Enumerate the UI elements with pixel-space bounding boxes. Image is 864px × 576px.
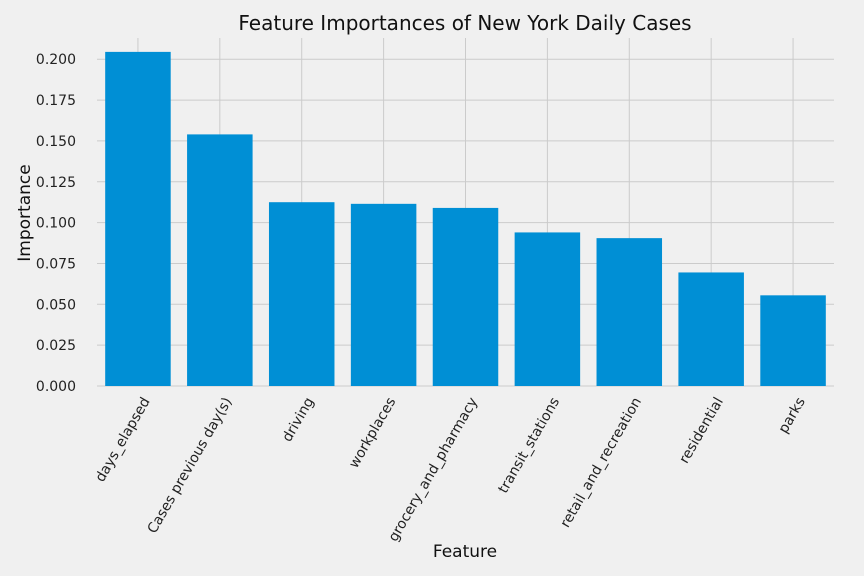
x-tick-label: retail_and_recreation (557, 395, 645, 531)
bar-parks (760, 295, 826, 386)
x-tick-label: parks (776, 395, 809, 436)
bar-driving (268, 202, 335, 386)
bars (105, 51, 826, 386)
bar-residential (678, 272, 744, 386)
bar-workplaces (350, 203, 417, 386)
x-tick-label: workplaces (346, 395, 399, 471)
x-tick-label: grocery_and_pharmacy (386, 395, 482, 545)
chart-title: Feature Importances of New York Daily Ca… (238, 11, 691, 35)
bar-cases-previous-day-s (187, 134, 253, 386)
bar-transit-stations (514, 232, 581, 386)
bar-days-elapsed (105, 51, 171, 386)
y-tick-label: 0.025 (36, 338, 76, 354)
x-axis-label: Feature (433, 542, 497, 562)
x-tick-label: transit_stations (495, 395, 563, 496)
y-tick-label: 0.000 (36, 379, 76, 395)
x-tick-label: residential (676, 395, 727, 467)
y-tick-label: 0.175 (36, 93, 76, 109)
y-ticks: 0.000 0.025 0.050 0.075 0.100 0.125 0.150 0.175… (36, 52, 76, 395)
y-axis-label: Importance (15, 164, 35, 261)
x-tick-label: driving (279, 395, 317, 445)
y-tick-label: 0.100 (36, 216, 76, 232)
x-tick-label: days_elapsed (92, 395, 153, 485)
x-tick-label: Cases previous day(s) (145, 395, 236, 537)
y-tick-label: 0.075 (36, 256, 76, 272)
y-tick-label: 0.125 (36, 175, 76, 191)
bar-grocery-and-pharmacy (432, 207, 499, 386)
bar-retail-and-recreation (596, 238, 663, 386)
y-tick-label: 0.200 (36, 52, 76, 68)
y-tick-label: 0.150 (36, 134, 76, 150)
y-tick-label: 0.050 (36, 297, 76, 313)
